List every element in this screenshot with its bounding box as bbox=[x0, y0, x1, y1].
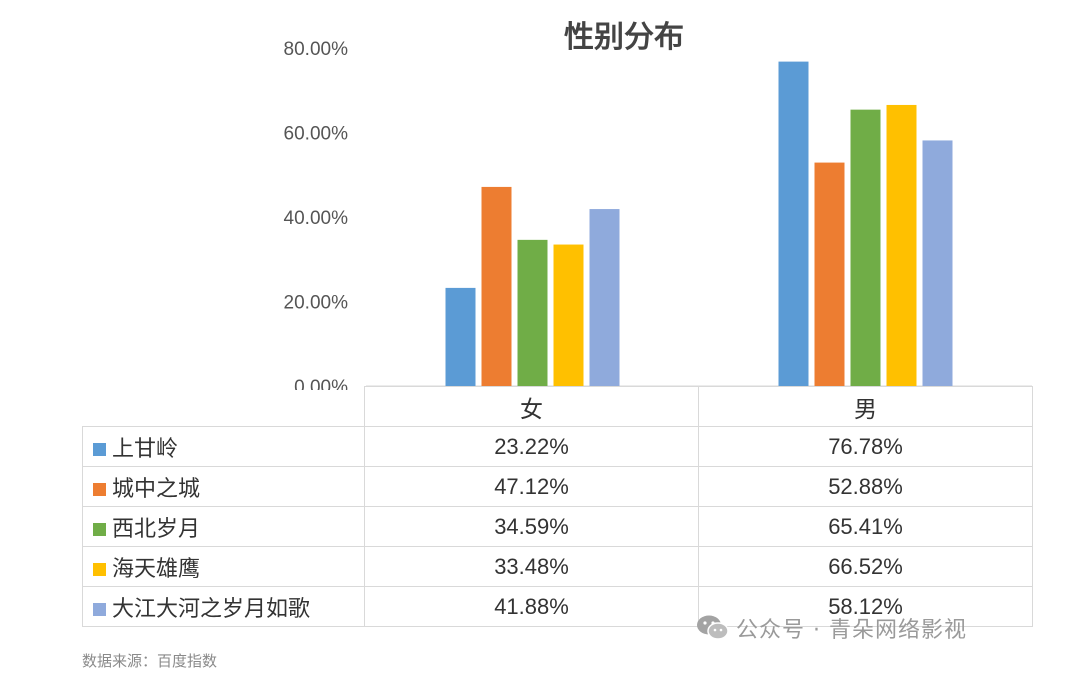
series-name: 海天雄鹰 bbox=[112, 556, 201, 582]
bar bbox=[445, 287, 476, 386]
bar bbox=[589, 209, 620, 386]
bar bbox=[553, 244, 584, 386]
legend-entry: 城中之城 bbox=[82, 466, 365, 507]
bar bbox=[778, 61, 809, 387]
legend-swatch bbox=[93, 563, 106, 576]
bar bbox=[517, 239, 548, 386]
legend-entry: 西北岁月 bbox=[82, 506, 365, 547]
table-row: 大江大河之岁月如歌 41.88% 58.12% bbox=[82, 586, 1033, 627]
legend-entry: 上甘岭 bbox=[82, 426, 365, 467]
legend-swatch bbox=[93, 603, 106, 616]
x-tick-label: 女 bbox=[364, 386, 699, 427]
data-label: 58.12% bbox=[698, 586, 1033, 627]
table-corner bbox=[82, 386, 365, 427]
watermark: 公众号 · 青朵网络影视 bbox=[696, 612, 967, 648]
bar-chart: 0.00%20.00%40.00%60.00%80.00% bbox=[284, 39, 1032, 390]
data-label: 33.48% bbox=[364, 546, 699, 587]
data-source-note: 数据来源：百度指数 bbox=[82, 652, 218, 670]
table-row: 海天雄鹰 33.48% 66.52% bbox=[82, 546, 1033, 587]
y-tick-label: 60.00% bbox=[284, 124, 349, 145]
bar bbox=[481, 186, 512, 386]
data-label: 76.78% bbox=[698, 426, 1033, 467]
data-label: 66.52% bbox=[698, 546, 1033, 587]
table-row: 城中之城 47.12% 52.88% bbox=[82, 466, 1033, 507]
data-label: 23.22% bbox=[364, 426, 699, 467]
bar bbox=[850, 109, 881, 386]
y-tick-label: 40.00% bbox=[284, 208, 349, 229]
series-name: 上甘岭 bbox=[112, 436, 179, 462]
y-tick-label: 20.00% bbox=[284, 293, 349, 314]
wechat-icon bbox=[696, 614, 730, 648]
data-label: 41.88% bbox=[364, 586, 699, 627]
data-label: 34.59% bbox=[364, 506, 699, 547]
bar bbox=[814, 162, 845, 386]
data-label: 65.41% bbox=[698, 506, 1033, 547]
data-table: 女男上甘岭 23.22% 76.78% 城中之城 47.12% 52.88% 西北岁月 34.… bbox=[82, 386, 1033, 627]
data-label: 52.88% bbox=[698, 466, 1033, 507]
series-name: 西北岁月 bbox=[112, 516, 201, 542]
legend-swatch bbox=[93, 443, 106, 456]
table-row: 西北岁月 34.59% 65.41% bbox=[82, 506, 1033, 547]
table-header-row: 女男 bbox=[82, 386, 1033, 427]
legend-entry: 海天雄鹰 bbox=[82, 546, 365, 587]
x-tick-label: 男 bbox=[698, 386, 1033, 427]
data-label: 47.12% bbox=[364, 466, 699, 507]
table-row: 上甘岭 23.22% 76.78% bbox=[82, 426, 1033, 467]
y-tick-label: 80.00% bbox=[284, 39, 349, 60]
legend-swatch bbox=[93, 483, 106, 496]
legend-entry: 大江大河之岁月如歌 bbox=[82, 586, 365, 627]
bar bbox=[922, 140, 953, 386]
chart-title: 性别分布 bbox=[564, 20, 684, 55]
series-name: 大江大河之岁月如歌 bbox=[112, 596, 311, 622]
series-name: 城中之城 bbox=[112, 476, 201, 502]
legend-swatch bbox=[93, 523, 106, 536]
bar bbox=[886, 104, 917, 386]
watermark-text: 公众号 · 青朵网络影视 bbox=[736, 618, 967, 643]
